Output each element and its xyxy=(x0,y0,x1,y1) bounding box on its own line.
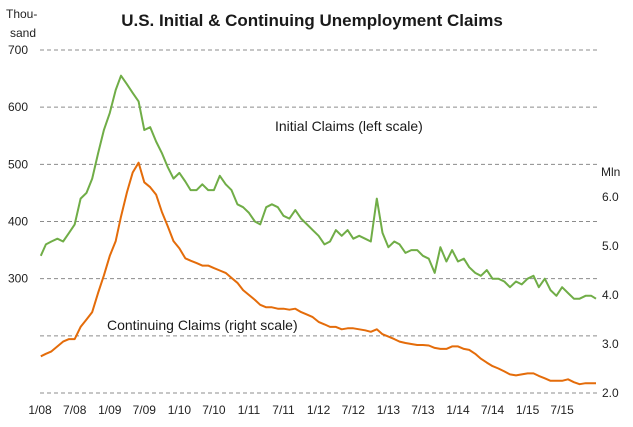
x-tick-label: 7/14 xyxy=(481,403,505,417)
right-tick-label: 2.0 xyxy=(602,386,619,400)
right-tick-label: 3.0 xyxy=(602,337,619,351)
left-tick-label: 300 xyxy=(8,272,28,286)
x-tick-label: 1/14 xyxy=(446,403,470,417)
gridlines xyxy=(40,49,597,394)
left-tick-label: 500 xyxy=(8,157,28,171)
right-tick-label: 5.0 xyxy=(602,239,619,253)
x-tick-label: 1/08 xyxy=(28,403,52,417)
x-tick-label: 7/12 xyxy=(342,403,366,417)
x-tick-label: 7/09 xyxy=(133,403,157,417)
left-axis-label-line1: Thou- xyxy=(6,7,37,21)
x-tick-label: 1/11 xyxy=(238,403,261,417)
right-axis-ticks: 2.0 3.0 4.0 5.0 6.0 xyxy=(602,190,619,400)
x-tick-label: 1/15 xyxy=(516,403,540,417)
initial-claims-line xyxy=(39,74,597,300)
right-tick-label: 6.0 xyxy=(602,190,619,204)
x-tick-label: 1/13 xyxy=(377,403,401,417)
left-tick-label: 600 xyxy=(8,100,28,114)
left-tick-label: 700 xyxy=(8,43,28,57)
x-tick-label: 1/12 xyxy=(307,403,331,417)
x-tick-label: 7/15 xyxy=(550,403,574,417)
x-tick-label: 1/09 xyxy=(98,403,122,417)
initial-claims-annotation: Initial Claims (left scale) xyxy=(275,118,423,134)
continuing-claims-annotation: Continuing Claims (right scale) xyxy=(107,317,298,333)
left-tick-label: 400 xyxy=(8,215,28,229)
continuing-claims-line xyxy=(40,161,596,386)
x-tick-label: 7/10 xyxy=(202,403,226,417)
x-axis-ticks: 1/08 7/08 1/09 7/09 1/10 7/10 1/11 7/11 1/12 7/12… xyxy=(28,403,574,417)
chart-title: U.S. Initial & Continuing Unemployment C… xyxy=(121,11,503,30)
right-tick-label: 4.0 xyxy=(602,288,619,302)
x-tick-label: 1/10 xyxy=(168,403,192,417)
x-tick-label: 7/13 xyxy=(411,403,435,417)
right-axis-label: Mln xyxy=(601,165,620,179)
series-lines xyxy=(39,74,597,386)
left-axis-ticks: 300 400 500 600 700 xyxy=(8,43,28,286)
x-tick-label: 7/11 xyxy=(272,403,295,417)
x-tick-label: 7/08 xyxy=(63,403,87,417)
left-axis-label-line2: sand xyxy=(10,26,36,40)
